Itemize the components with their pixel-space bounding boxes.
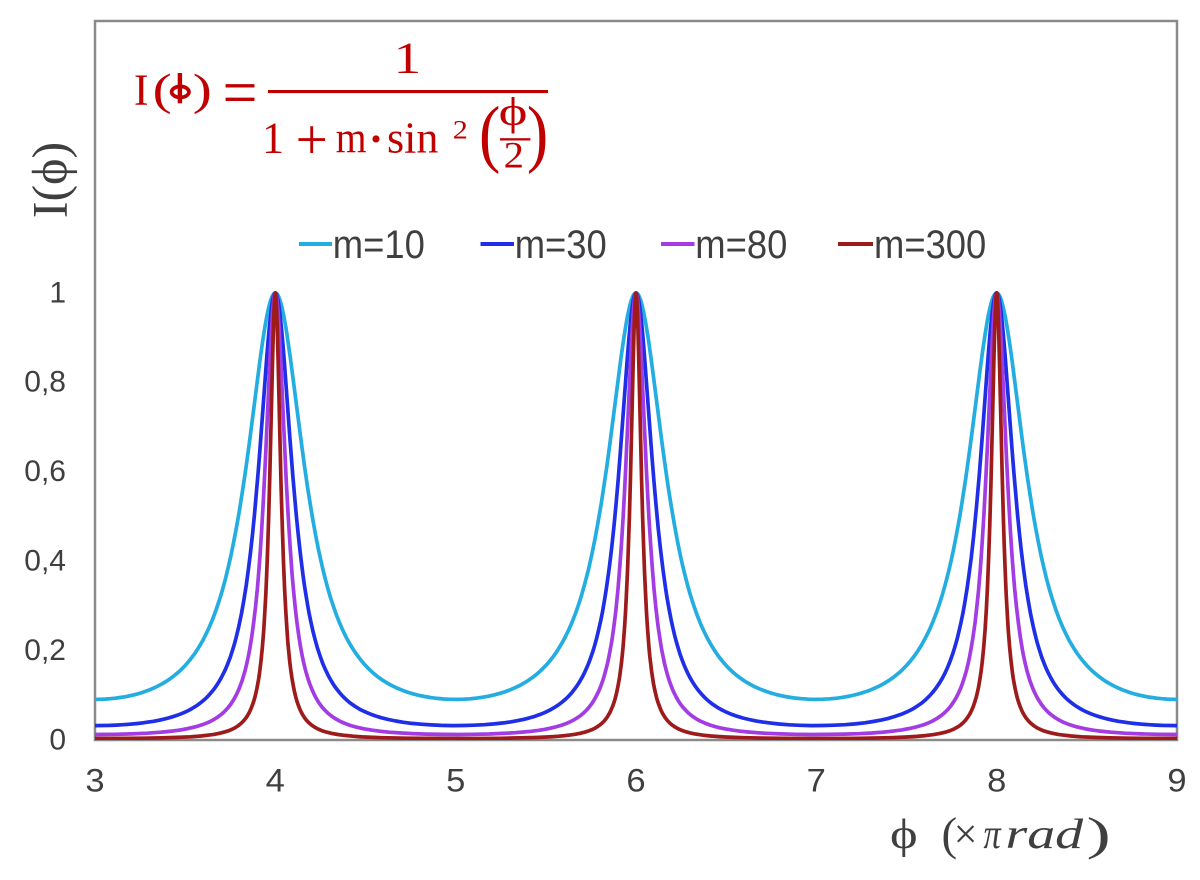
svg-text:(: ( [942, 809, 958, 861]
svg-text:π: π [984, 812, 1003, 858]
svg-text:): ) [193, 66, 212, 114]
svg-text:): ) [527, 92, 548, 175]
svg-text:3: 3 [85, 764, 104, 800]
svg-text:1: 1 [394, 33, 422, 82]
svg-text:(: ( [479, 92, 500, 175]
svg-text:2: 2 [504, 135, 524, 176]
svg-text:+: + [296, 109, 328, 172]
svg-text:I(ϕ): I(ϕ) [22, 142, 78, 218]
svg-text:m=80: m=80 [695, 222, 787, 267]
svg-text:4: 4 [266, 764, 285, 800]
svg-text:0,8: 0,8 [24, 366, 66, 399]
svg-text:2: 2 [453, 116, 468, 145]
svg-text:ϕ: ϕ [499, 90, 528, 134]
svg-text:1: 1 [262, 114, 284, 163]
svg-text:m=30: m=30 [515, 222, 607, 267]
svg-text:sin: sin [387, 114, 438, 163]
svg-text:rad: rad [1006, 810, 1084, 857]
svg-text:·: · [366, 106, 386, 172]
svg-text:ϕ: ϕ [890, 812, 918, 858]
svg-text:0,6: 0,6 [24, 455, 66, 488]
svg-text:1: 1 [49, 276, 66, 309]
svg-text:0: 0 [49, 723, 66, 756]
svg-text:(: ( [153, 66, 172, 114]
svg-text:=: = [223, 56, 258, 130]
svg-text:6: 6 [626, 764, 645, 800]
svg-text:0,4: 0,4 [24, 545, 66, 578]
svg-text:0,2: 0,2 [24, 634, 66, 667]
svg-text:m: m [336, 115, 367, 163]
svg-text:9: 9 [1167, 764, 1186, 800]
svg-text:m=300: m=300 [874, 222, 986, 267]
svg-text:m=10: m=10 [333, 222, 425, 267]
svg-text:8: 8 [987, 764, 1006, 800]
svg-text:×: × [954, 812, 978, 858]
svg-text:7: 7 [807, 764, 826, 800]
svg-text:5: 5 [446, 764, 465, 800]
svg-text:): ) [1087, 808, 1111, 860]
svg-text:I: I [134, 65, 149, 114]
